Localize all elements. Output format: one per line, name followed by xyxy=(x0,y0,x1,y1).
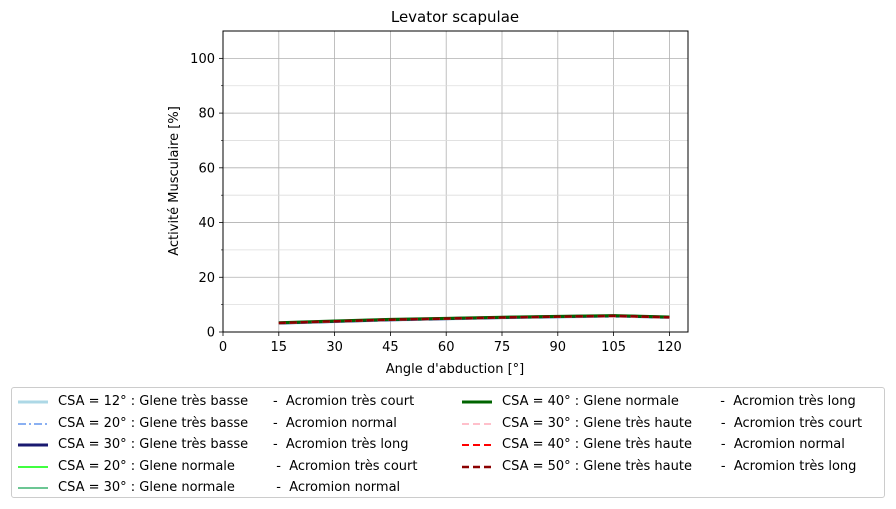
legend-swatch xyxy=(18,487,48,489)
y-tick-label: 20 xyxy=(198,271,215,286)
legend-label: CSA = 30° : Glene normale - Acromion nor… xyxy=(58,480,401,495)
legend-label: CSA = 12° : Glene très basse - Acromion … xyxy=(58,394,415,409)
legend-swatch xyxy=(462,422,492,425)
chart: Levator scapulae 0 15 30 45 60 75 90 105 120 0 20… xyxy=(167,8,689,377)
y-tick-label: 40 xyxy=(198,216,215,231)
legend-swatch xyxy=(18,443,48,447)
y-tick-label: 60 xyxy=(198,161,215,176)
y-axis: 0 20 40 60 80 100 xyxy=(190,52,223,341)
x-tick-label: 15 xyxy=(271,340,288,355)
x-tick-label: 45 xyxy=(382,340,399,355)
x-tick-label: 30 xyxy=(326,340,343,355)
x-tick-label: 60 xyxy=(438,340,455,355)
legend-swatch xyxy=(462,400,492,404)
y-axis-label: Activité Musculaire [%] xyxy=(167,106,182,256)
legend-swatch xyxy=(18,400,48,404)
x-tick-label: 105 xyxy=(601,340,626,355)
series-layer xyxy=(278,314,670,325)
legend-swatch xyxy=(18,465,48,468)
series-line xyxy=(278,314,670,325)
x-tick-label: 90 xyxy=(550,340,567,355)
y-tick-label: 80 xyxy=(198,107,215,122)
x-axis-label: Angle d'abduction [°] xyxy=(386,362,525,377)
x-tick-label: 75 xyxy=(494,340,511,355)
plot-frame xyxy=(222,30,689,333)
legend-label: CSA = 50° : Glene très haute - Acromion … xyxy=(502,458,857,474)
grid xyxy=(222,31,688,333)
legend: CSA = 12° : Glene très basse - Acromion … xyxy=(11,387,885,498)
legend-swatch xyxy=(462,465,492,468)
chart-title: Levator scapulae xyxy=(391,8,519,26)
legend-label: CSA = 30° : Glene très haute - Acromion … xyxy=(502,415,863,431)
legend-label: CSA = 40° : Glene très haute - Acromion … xyxy=(502,437,845,452)
legend-swatch xyxy=(18,422,48,425)
y-tick-label: 0 xyxy=(207,326,215,341)
x-tick-label: 120 xyxy=(657,340,682,355)
x-axis: 0 15 30 45 60 75 90 105 120 xyxy=(219,332,682,355)
legend-label: CSA = 40° : Glene normale - Acromion trè… xyxy=(502,394,856,409)
legend-swatch xyxy=(462,444,492,446)
y-tick-label: 100 xyxy=(190,52,215,67)
legend-label: CSA = 30° : Glene très basse - Acromion … xyxy=(58,437,409,452)
x-tick-label: 0 xyxy=(219,340,227,355)
legend-label: CSA = 20° : Glene normale - Acromion trè… xyxy=(58,458,418,474)
legend-label: CSA = 20° : Glene très basse - Acromion … xyxy=(58,415,397,431)
